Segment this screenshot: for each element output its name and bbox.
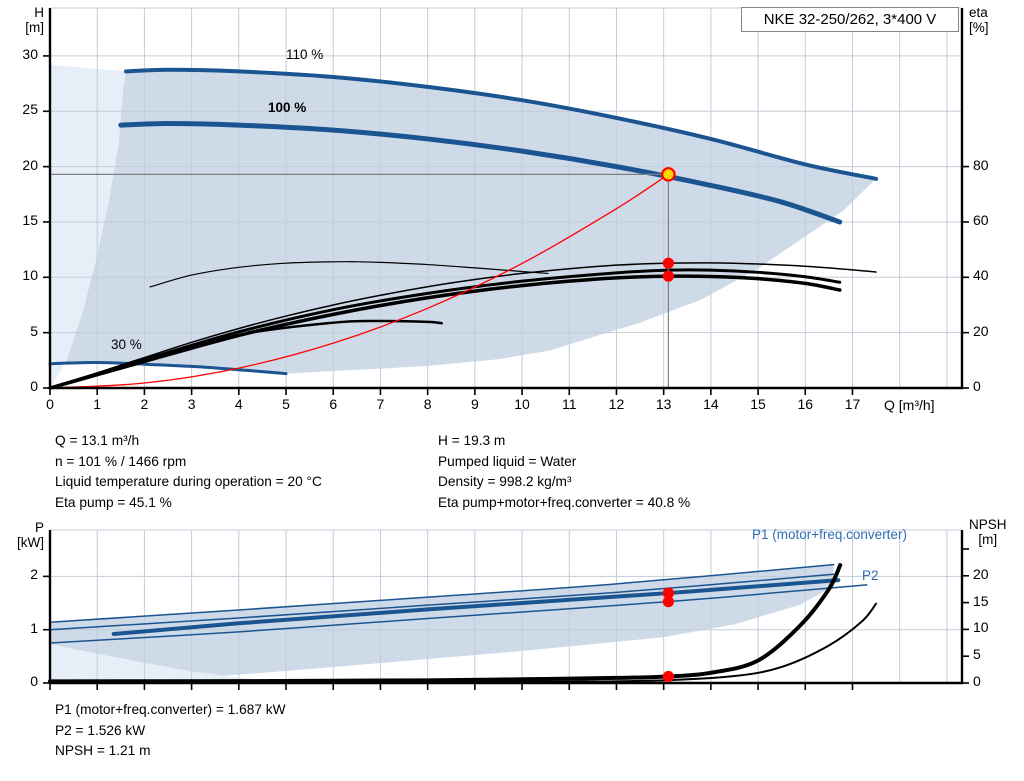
info-line-n: n = 101 % / 1466 rpm [55, 453, 187, 469]
p1-band-area [50, 564, 834, 683]
x-tick-label: 14 [703, 396, 719, 412]
curve-label-30pct: 30 % [111, 337, 142, 352]
info-line-npsh: NPSH = 1.21 m [55, 743, 151, 758]
x-tick-label: 16 [797, 396, 814, 412]
h-tick-label: 15 [22, 211, 38, 228]
eta-short-curve [48, 319, 444, 390]
x-tick-label: 0 [46, 396, 54, 412]
gridlines [50, 529, 962, 683]
curve-label-100pct: 100 % [268, 100, 307, 115]
pump-type-label: NKE 32-250/262, 3*400 V [763, 11, 937, 28]
info-line-p2: P2 = 1.526 kW [55, 722, 146, 738]
chart-qh [43, 7, 969, 395]
p-low-pocket-area [50, 644, 301, 683]
curve-label-p1: P1 (motor+freq.converter) [752, 527, 907, 542]
npsh-tick-label: 0 [973, 673, 981, 689]
h-axis-label: H [m] [25, 5, 44, 35]
duty-value-marker [662, 596, 674, 608]
h-tick-label: 10 [22, 267, 38, 284]
axes-frame [48, 8, 964, 390]
npsh-tick-label: 5 [973, 646, 981, 663]
info-line-h: H = 19.3 m [438, 433, 506, 448]
head-100pct-curve [118, 120, 843, 225]
npsh-tick-label: 15 [973, 592, 989, 609]
p1-upper-curve [49, 563, 835, 623]
info-line-eta-pump: Eta pump = 45.1 % [55, 494, 172, 510]
eta-tick-label: 0 [973, 378, 981, 394]
info-line-p1: P1 (motor+freq.converter) = 1.687 kW [55, 702, 286, 717]
h-tick-label: 5 [30, 322, 38, 339]
npsh-tick-label: 10 [973, 619, 989, 636]
h-tick-label: 30 [22, 45, 38, 62]
p-tick-label: 1 [30, 619, 38, 636]
pump-type-box: NKE 32-250/262, 3*400 V [741, 7, 959, 32]
q-axis-label: Q [m³/h] [884, 397, 935, 413]
eta-mid-curve [48, 268, 842, 390]
x-tick-label: 4 [234, 396, 243, 412]
info-line-q: Q = 13.1 m³/h [55, 433, 140, 448]
x-tick-label: 6 [329, 396, 338, 412]
p1-duty-speed-curve [111, 578, 841, 636]
p-tick-label: 2 [30, 566, 38, 583]
x-tick-label: 10 [514, 396, 530, 412]
duty-value-marker [662, 257, 674, 269]
x-tick-label: 12 [608, 396, 625, 412]
x-tick-label: 7 [376, 396, 385, 412]
x-tick-label: 17 [844, 396, 861, 412]
h-tick-label: 20 [22, 156, 38, 173]
chart-power-npsh [43, 529, 969, 690]
duty-value-marker [662, 587, 674, 599]
x-tick-label: 2 [140, 396, 149, 412]
p2-curve-curve [49, 584, 868, 644]
tick-marks [43, 55, 969, 395]
x-tick-label: 15 [750, 396, 766, 412]
info-line-temp: Liquid temperature during operation = 20… [55, 474, 322, 489]
system-curve-curve [49, 173, 670, 389]
duty-value-marker [662, 670, 674, 683]
operating-envelope-area [50, 69, 877, 388]
curve-label-p2: P2 [862, 568, 879, 583]
eta-pump-curve [49, 262, 877, 389]
duty-info-left: Q = 13.1 m³/h n = 101 % / 1466 rpm Liqui… [55, 431, 322, 513]
x-tick-label: 13 [655, 396, 672, 412]
h-tick-label: 0 [30, 378, 38, 394]
duty-point-marker [661, 167, 676, 182]
eta-tick-label: 80 [973, 156, 989, 173]
npsh-tick-label: 20 [973, 565, 989, 582]
eta-tick-label: 60 [973, 211, 989, 228]
power-info: P1 (motor+freq.converter) = 1.687 kW P2 … [55, 700, 286, 762]
head-30pct-curve [48, 361, 288, 376]
p-axis-label: P [kW] [17, 520, 44, 550]
x-tick-label: 1 [93, 396, 102, 412]
duty-info-right: H = 19.3 m Pumped liquid = Water Density… [438, 431, 690, 513]
h-tick-label: 25 [22, 101, 38, 118]
eta-axis-label: eta [%] [969, 5, 989, 35]
eta-tick-label: 40 [973, 267, 989, 284]
p-tick-label: 0 [30, 673, 38, 689]
curve-label-110pct: 110 % [286, 47, 324, 62]
head-110pct-curve [124, 67, 879, 181]
x-tick-label: 11 [561, 396, 577, 412]
axes-frame [48, 530, 964, 685]
duty-value-marker [662, 270, 674, 282]
p1-second-curve [49, 573, 835, 631]
info-line-eta-total: Eta pump+motor+freq.converter = 40.8 % [438, 494, 691, 510]
info-line-density: Density = 998.2 kg/m³ [438, 474, 572, 489]
tick-marks [43, 548, 969, 690]
x-tick-label: 3 [187, 396, 196, 412]
eta-arc-curve [149, 261, 549, 288]
npsh-axis-label: NPSH [m] [969, 517, 1007, 547]
eta-tick-label: 20 [973, 322, 989, 339]
x-tick-label: 9 [470, 396, 479, 412]
npsh-thick-curve [48, 563, 843, 684]
low-flow-wedge-area [50, 64, 126, 389]
info-line-liquid: Pumped liquid = Water [438, 453, 577, 469]
x-tick-label: 8 [423, 396, 432, 412]
x-tick-label: 5 [282, 396, 290, 412]
